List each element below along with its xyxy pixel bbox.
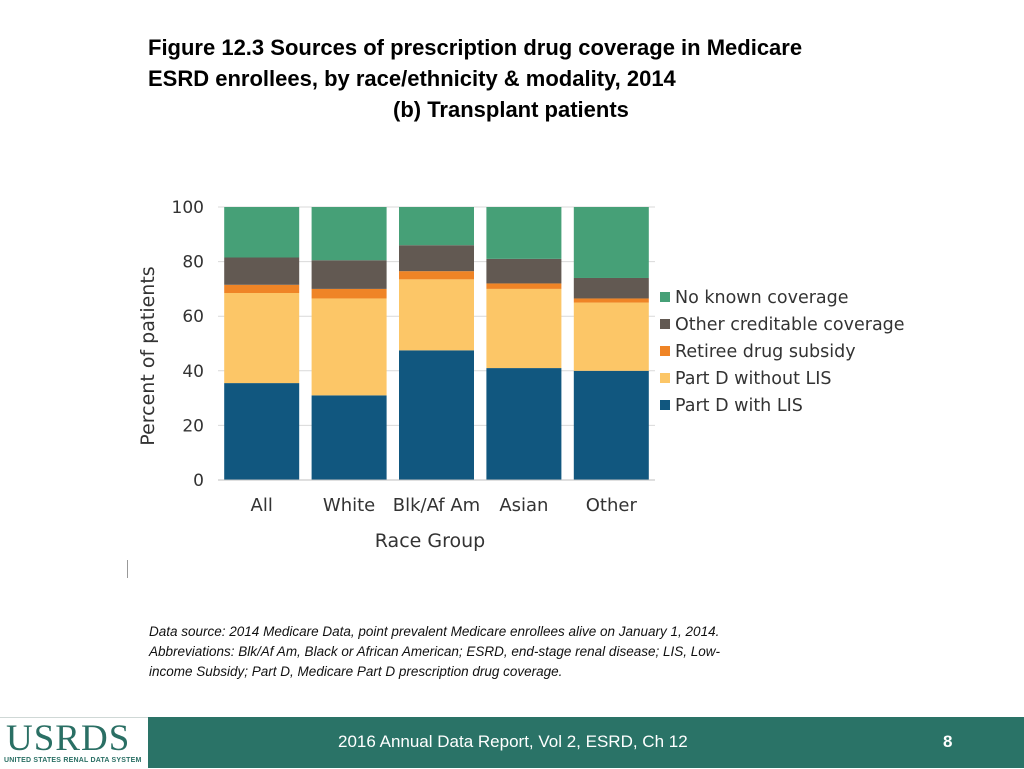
- bar-segment: [573, 207, 649, 278]
- bar-segment: [486, 283, 562, 289]
- y-axis-title: Percent of patients: [137, 266, 159, 445]
- bar-segment: [311, 260, 387, 289]
- figure-title: Figure 12.3 Sources of prescription drug…: [148, 32, 888, 125]
- bar-segment: [224, 383, 300, 480]
- title-line-2: ESRD enrollees, by race/ethnicity & moda…: [148, 66, 676, 91]
- legend-label: Retiree drug subsidy: [675, 342, 856, 362]
- bar-segment: [224, 257, 300, 285]
- x-category-label: White: [323, 495, 375, 516]
- x-category-label: Other: [586, 495, 638, 516]
- legend-swatch: [660, 373, 670, 383]
- usrds-logo: USRDS UNITED STATES RENAL DATA SYSTEM: [0, 717, 148, 769]
- y-tick-label: 0: [193, 471, 204, 491]
- source-note: Data source: 2014 Medicare Data, point p…: [149, 624, 720, 679]
- bar-segment: [399, 245, 474, 272]
- bar-segment: [399, 271, 474, 280]
- bar-segment: [311, 298, 387, 396]
- footer-report-title: 2016 Annual Data Report, Vol 2, ESRD, Ch…: [338, 732, 688, 751]
- y-tick-label: 100: [172, 198, 204, 218]
- bar-segment: [224, 292, 300, 384]
- legend-label: Part D with LIS: [675, 396, 803, 416]
- bar-segment: [311, 395, 387, 480]
- x-category-label: Blk/Af Am: [393, 495, 480, 516]
- logo-text: USRDS: [6, 718, 131, 759]
- legend-label: Part D without LIS: [675, 369, 832, 389]
- legend-swatch: [660, 400, 670, 410]
- y-tick-label: 40: [182, 362, 204, 382]
- legend-swatch: [660, 292, 670, 302]
- bar-segment: [573, 298, 649, 303]
- logo-subtext: UNITED STATES RENAL DATA SYSTEM: [4, 757, 142, 764]
- legend-swatch: [660, 346, 670, 356]
- y-tick-label: 60: [182, 307, 204, 327]
- bar-segment: [311, 207, 387, 261]
- bar-segment: [399, 279, 474, 351]
- bar-segment: [486, 368, 562, 480]
- bar-segment: [573, 277, 649, 299]
- bar-segment: [399, 350, 474, 480]
- x-category-label: Asian: [499, 495, 548, 516]
- bar-segment: [486, 207, 562, 259]
- divider-mark: [127, 560, 128, 578]
- legend-label: Other creditable coverage: [675, 315, 905, 335]
- y-tick-label: 20: [182, 416, 204, 436]
- bar-segment: [573, 370, 649, 480]
- bar-segment: [224, 207, 300, 258]
- bar-segment: [399, 207, 474, 246]
- title-line-1: Figure 12.3 Sources of prescription drug…: [148, 35, 803, 60]
- x-category-label: All: [251, 495, 273, 516]
- bar-segment: [486, 258, 562, 284]
- chart-subtitle: (b) Transplant patients: [393, 97, 629, 122]
- bar-segment: [573, 302, 649, 371]
- page-number: 8: [943, 732, 953, 751]
- stacked-bar-chart: 0 20 40 60 80 100 All White Blk/Af Am Asian Other R…: [137, 198, 905, 552]
- legend-label: No known coverage: [675, 288, 849, 308]
- bar-segment: [311, 288, 387, 299]
- bar-segment: [224, 284, 300, 293]
- y-tick-label: 80: [182, 253, 204, 273]
- x-axis-title: Race Group: [375, 530, 485, 552]
- bar-segment: [486, 288, 562, 369]
- legend-swatch: [660, 319, 670, 329]
- footer-bar: USRDS UNITED STATES RENAL DATA SYSTEM 20…: [0, 717, 1024, 769]
